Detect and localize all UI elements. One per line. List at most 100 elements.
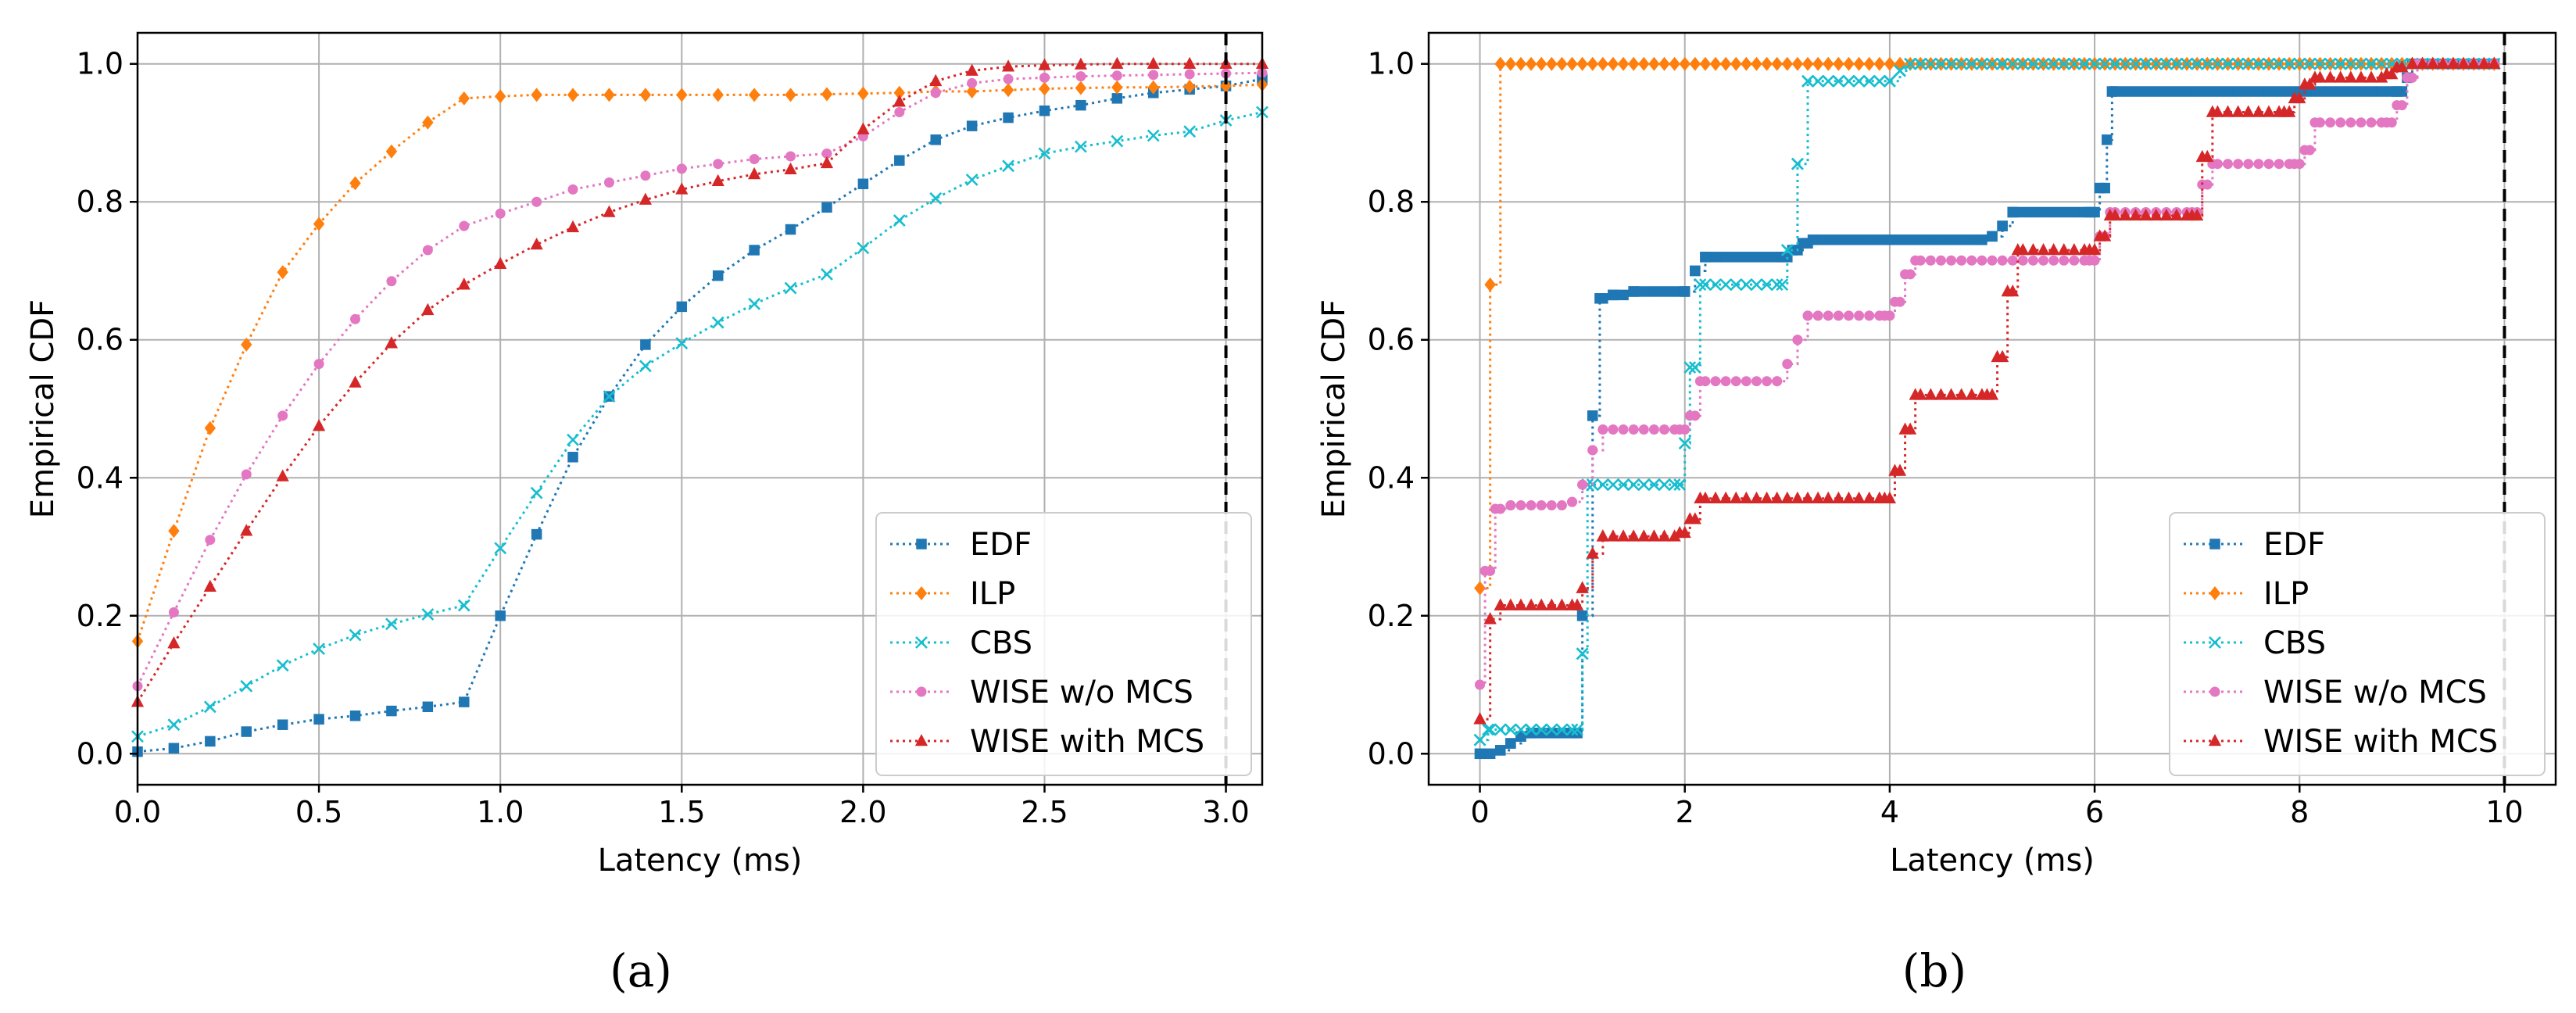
data-point	[1111, 70, 1122, 81]
data-point	[241, 726, 252, 737]
data-point	[2037, 57, 2050, 70]
data-point	[1776, 252, 1788, 263]
data-point	[2392, 100, 2402, 111]
x-stroke	[1576, 647, 1589, 660]
data-point	[1792, 335, 1803, 345]
data-point	[2027, 206, 2039, 218]
data-point	[1966, 255, 1977, 266]
data-point	[422, 115, 434, 130]
series-wise-with-mcs	[1473, 56, 2501, 725]
data-point	[2288, 91, 2301, 104]
y-tick-label: 0.6	[1368, 323, 1415, 357]
data-point	[2324, 70, 2337, 83]
x-stroke	[2181, 57, 2193, 70]
data-point	[2057, 243, 2070, 256]
data-point	[2170, 57, 2183, 70]
data-point	[1888, 464, 1902, 476]
x-stroke	[1996, 57, 2009, 70]
data-point	[240, 679, 253, 693]
data-point	[1638, 56, 1650, 71]
data-point	[639, 360, 652, 373]
data-point	[1780, 244, 1794, 256]
data-point	[2048, 206, 2059, 218]
data-point	[2426, 56, 2439, 70]
data-point	[1853, 234, 1865, 245]
x-stroke	[2088, 57, 2102, 70]
data-point	[1505, 738, 1516, 749]
data-point	[712, 270, 724, 281]
y-tick-label: 1.0	[1368, 47, 1415, 81]
legend-marker	[916, 539, 927, 549]
chart-a: 0.0 0.5 1.0 1.5 2.0 2.5 3.0 0.0 0.2 0.4 0.6 0.8 1.0 L…	[25, 31, 1269, 997]
legend-entry: WISE with MCS	[2184, 724, 2498, 760]
data-point	[1751, 252, 1762, 263]
data-point	[857, 122, 870, 134]
data-point	[1694, 491, 1707, 504]
data-point	[277, 410, 288, 421]
data-point	[2007, 206, 2018, 218]
data-point	[2252, 57, 2265, 70]
data-point	[1935, 234, 1947, 245]
data-point	[2231, 105, 2245, 117]
data-point	[2171, 86, 2182, 97]
data-point	[1038, 147, 1051, 160]
data-point	[240, 524, 253, 536]
data-point	[2084, 206, 2095, 218]
data-point	[1572, 728, 1583, 739]
x-stroke	[2334, 57, 2347, 70]
series-markers	[1473, 56, 2501, 725]
data-point	[1797, 238, 1809, 249]
data-point	[2366, 86, 2377, 97]
x-stroke	[1709, 278, 1722, 292]
data-point	[1616, 529, 1630, 542]
data-point	[2059, 255, 2070, 266]
data-point	[1504, 598, 1517, 610]
data-point	[1909, 388, 1922, 400]
data-point	[1648, 56, 1660, 71]
data-point	[2392, 86, 2402, 97]
data-point	[1668, 478, 1681, 492]
data-point	[567, 88, 579, 102]
x-stroke	[1904, 57, 1917, 70]
data-point	[1111, 93, 1123, 104]
y-tick-label: 0.6	[77, 323, 123, 357]
x-stroke	[1627, 478, 1640, 492]
data-point	[1546, 728, 1558, 739]
data-point	[2057, 57, 2070, 70]
data-point	[1720, 252, 1731, 263]
x-stroke	[567, 433, 579, 446]
data-point	[2191, 57, 2204, 70]
data-point	[1571, 723, 1584, 736]
data-point	[1762, 376, 1773, 387]
x-stroke	[1801, 74, 1814, 88]
data-point	[713, 159, 724, 170]
data-point	[894, 155, 905, 166]
data-point	[1761, 252, 1773, 263]
data-point	[2488, 56, 2501, 70]
data-point	[1904, 57, 1917, 70]
data-point	[1878, 491, 1891, 504]
data-point	[1618, 289, 1629, 301]
x-tick-label: 0	[1470, 795, 1489, 829]
data-point	[1556, 500, 1567, 511]
data-point	[1719, 491, 1733, 504]
data-point	[1482, 723, 1494, 736]
legend-marker	[914, 734, 928, 746]
series-wise-w-o-mcs	[132, 67, 1268, 692]
data-point	[1822, 74, 1835, 88]
x-stroke	[494, 542, 507, 555]
data-point	[1977, 255, 1987, 266]
legend-label: WISE with MCS	[970, 724, 1204, 760]
data-point	[1977, 234, 1987, 245]
data-point	[857, 242, 870, 255]
data-point	[1038, 58, 1051, 70]
x-stroke	[2078, 57, 2091, 70]
data-point	[1945, 234, 1957, 245]
x-stroke	[1555, 723, 1569, 736]
data-point	[1074, 140, 1087, 153]
data-point	[1720, 376, 1731, 387]
y-tick-label: 0.8	[1368, 184, 1415, 219]
data-point	[312, 419, 326, 431]
data-point	[676, 163, 687, 174]
data-point	[1822, 491, 1835, 504]
